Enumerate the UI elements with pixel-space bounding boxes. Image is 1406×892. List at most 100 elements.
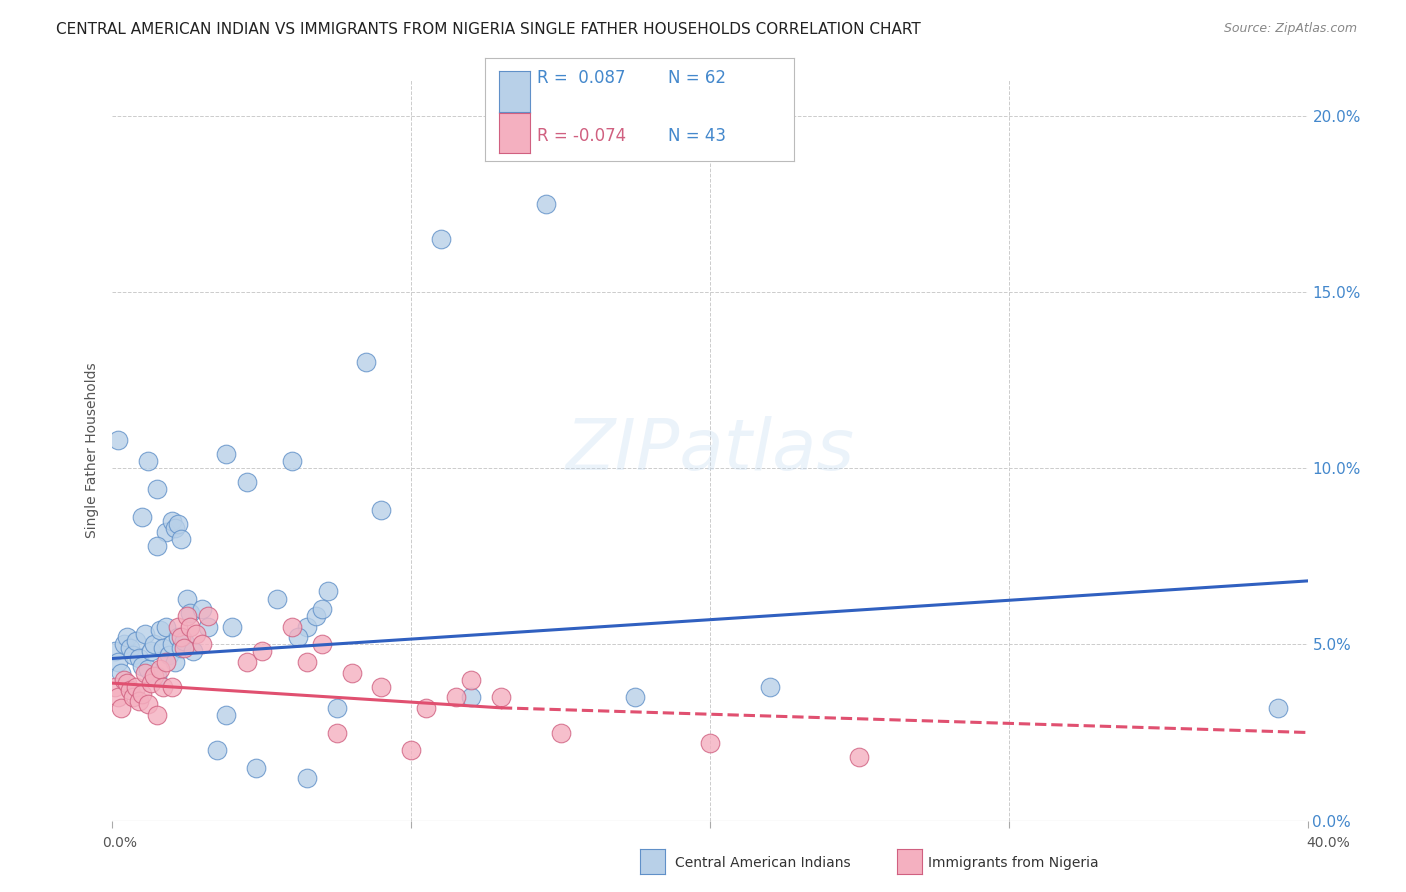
Point: [128, 651, 150, 665]
Point: [191, 602, 214, 616]
Text: ZIPatlas: ZIPatlas: [565, 416, 855, 485]
Point: [155, 620, 177, 634]
Point: [295, 772, 318, 786]
Point: [170, 630, 193, 644]
Point: [245, 761, 267, 775]
Point: [104, 680, 127, 694]
Text: CENTRAL AMERICAN INDIAN VS IMMIGRANTS FROM NIGERIA SINGLE FATHER HOUSEHOLDS CORR: CENTRAL AMERICAN INDIAN VS IMMIGRANTS FR…: [56, 22, 921, 37]
Point: [170, 640, 193, 655]
Point: [138, 662, 160, 676]
Point: [281, 620, 304, 634]
Point: [107, 433, 129, 447]
Point: [305, 609, 328, 624]
Point: [107, 690, 129, 705]
Point: [120, 683, 142, 698]
Point: [221, 620, 243, 634]
Point: [157, 648, 180, 662]
Point: [460, 673, 482, 687]
Point: [215, 707, 238, 722]
Point: [325, 701, 347, 715]
Point: [173, 633, 195, 648]
Point: [287, 630, 309, 644]
Point: [191, 637, 214, 651]
Point: [624, 690, 647, 705]
Point: [179, 606, 201, 620]
Point: [197, 620, 219, 634]
Point: [699, 736, 721, 750]
Point: [152, 680, 174, 694]
Point: [122, 648, 145, 662]
Point: [138, 454, 160, 468]
Point: [117, 676, 139, 690]
Text: N = 43: N = 43: [668, 127, 725, 145]
Point: [167, 620, 190, 634]
Point: [143, 669, 166, 683]
Point: [125, 633, 148, 648]
Text: 40.0%: 40.0%: [1306, 836, 1351, 850]
Point: [167, 517, 190, 532]
Point: [181, 644, 204, 658]
Point: [176, 609, 198, 624]
Point: [370, 503, 392, 517]
Point: [848, 750, 870, 764]
Text: N = 62: N = 62: [668, 70, 725, 87]
Point: [311, 637, 333, 651]
Y-axis label: Single Father Households: Single Father Households: [86, 363, 100, 538]
Point: [143, 637, 166, 651]
Point: [146, 707, 169, 722]
Point: [131, 687, 153, 701]
Point: [131, 658, 153, 673]
Text: 0.0%: 0.0%: [103, 836, 136, 850]
Point: [370, 680, 392, 694]
Point: [146, 669, 169, 683]
Point: [266, 591, 288, 606]
Point: [165, 521, 187, 535]
Point: [167, 630, 190, 644]
Point: [179, 620, 201, 634]
Point: [534, 196, 557, 211]
Text: Central American Indians: Central American Indians: [675, 855, 851, 870]
Point: [340, 665, 363, 680]
Point: [107, 655, 129, 669]
Point: [415, 701, 437, 715]
Text: Immigrants from Nigeria: Immigrants from Nigeria: [928, 855, 1098, 870]
Point: [281, 454, 304, 468]
Point: [205, 743, 228, 757]
Point: [165, 655, 187, 669]
Point: [104, 644, 127, 658]
Point: [128, 694, 150, 708]
Point: [114, 673, 135, 687]
Point: [1267, 701, 1289, 715]
Point: [122, 690, 145, 705]
Point: [489, 690, 512, 705]
Point: [162, 637, 183, 651]
Point: [176, 591, 198, 606]
Text: R =  0.087: R = 0.087: [537, 70, 626, 87]
Point: [146, 539, 169, 553]
Point: [444, 690, 467, 705]
Point: [146, 482, 169, 496]
Point: [173, 640, 195, 655]
Point: [138, 698, 160, 712]
Point: [316, 584, 339, 599]
Point: [311, 602, 333, 616]
Point: [250, 644, 273, 658]
Point: [110, 701, 132, 715]
Point: [131, 510, 153, 524]
Point: [114, 637, 135, 651]
Point: [149, 662, 172, 676]
Point: [141, 676, 163, 690]
Point: [155, 524, 177, 539]
Point: [325, 725, 347, 739]
Point: [162, 514, 183, 528]
Point: [295, 620, 318, 634]
Point: [134, 665, 156, 680]
Point: [186, 627, 208, 641]
Text: Source: ZipAtlas.com: Source: ZipAtlas.com: [1223, 22, 1357, 36]
Point: [110, 665, 132, 680]
Point: [134, 627, 156, 641]
Point: [162, 680, 183, 694]
Point: [759, 680, 782, 694]
Point: [149, 624, 172, 638]
Point: [170, 532, 193, 546]
